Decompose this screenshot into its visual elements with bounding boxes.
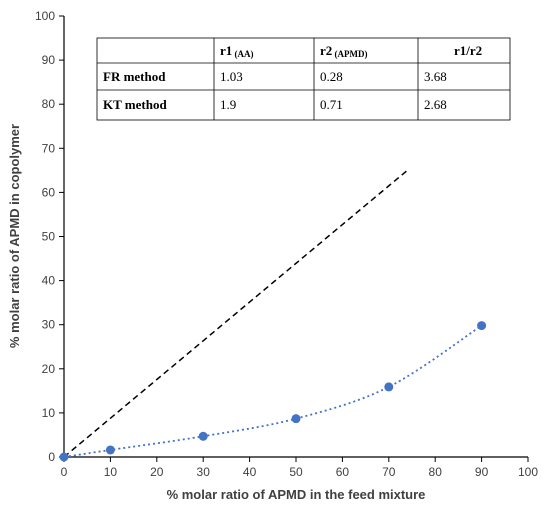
x-tick-label: 20 — [150, 465, 164, 479]
x-tick-label: 30 — [197, 465, 211, 479]
table-cell: 2.68 — [424, 97, 447, 112]
table-row-label: KT method — [103, 97, 167, 112]
y-tick-label: 40 — [42, 274, 56, 288]
table-cell: 1.9 — [220, 97, 236, 112]
table-cell: 0.28 — [320, 69, 343, 84]
y-tick-label: 10 — [42, 406, 56, 420]
data-point — [384, 382, 394, 392]
x-tick-label: 10 — [104, 465, 118, 479]
table-header-r1: r1 (AA) — [220, 43, 254, 59]
data-point — [198, 431, 208, 441]
data-point — [477, 321, 487, 331]
table-header-r2: r2 (APMD) — [320, 43, 368, 59]
y-tick-label: 70 — [42, 141, 56, 155]
plot-area — [59, 169, 487, 462]
table-header-ratio: r1/r2 — [454, 43, 482, 58]
x-tick-label: 90 — [475, 465, 489, 479]
table-cell: 1.03 — [220, 69, 243, 84]
x-axis-title: % molar ratio of APMD in the feed mixtur… — [167, 487, 426, 502]
y-tick-label: 30 — [42, 318, 56, 332]
x-tick-label: 0 — [61, 465, 68, 479]
y-tick-label: 80 — [42, 97, 56, 111]
x-tick-label: 70 — [382, 465, 396, 479]
table-cell: 3.68 — [424, 69, 447, 84]
y-tick-label: 50 — [42, 230, 56, 244]
x-tick-label: 60 — [336, 465, 350, 479]
data-point — [59, 452, 69, 462]
data-point — [291, 414, 301, 424]
trend-dotted-line — [63, 324, 483, 458]
data-point — [105, 445, 115, 455]
x-tick-label: 40 — [243, 465, 257, 479]
x-tick-label: 50 — [289, 465, 303, 479]
y-tick-label: 0 — [48, 450, 55, 464]
table-row-label: FR method — [103, 69, 166, 84]
reactivity-ratio-table: r1 (AA) r2 (APMD) r1/r2 FR method 1.03 0… — [96, 37, 511, 121]
y-tick-label: 100 — [35, 9, 55, 23]
table-cell: 0.71 — [320, 97, 343, 112]
y-tick-label: 90 — [42, 53, 56, 67]
x-tick-label: 100 — [518, 465, 538, 479]
table-border — [96, 37, 511, 121]
reference-dashed-line — [63, 169, 408, 458]
y-tick-label: 20 — [42, 362, 56, 376]
y-tick-label: 60 — [42, 185, 56, 199]
x-tick-label: 80 — [429, 465, 443, 479]
y-axis-title: % molar ratio of APMD in copolymer — [7, 124, 22, 348]
axes: 0 10 20 30 40 50 60 70 80 90 100 0 10 20 30 40 50 60 70 80 9… — [35, 9, 538, 479]
